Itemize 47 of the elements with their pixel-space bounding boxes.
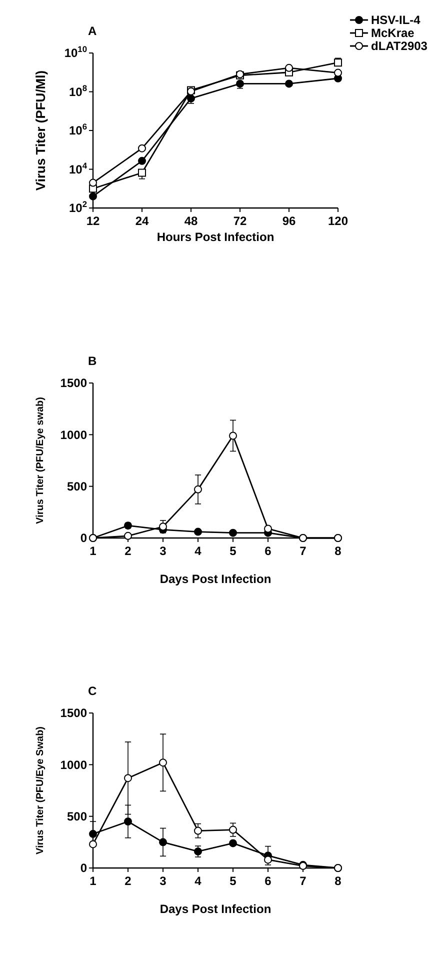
x-tick-label: 6 bbox=[264, 544, 272, 558]
x-tick-label: 5 bbox=[230, 544, 237, 558]
x-tick-label: 6 bbox=[264, 874, 272, 888]
x-tick-label: 96 bbox=[282, 214, 296, 228]
x-tick-label: 2 bbox=[124, 544, 132, 558]
y-tick-label: 500 bbox=[66, 480, 88, 494]
x-tick-label: 8 bbox=[334, 544, 342, 558]
y-tick-label: 10$^{8}$ bbox=[68, 82, 88, 99]
y-tick-label: 1000 bbox=[60, 758, 88, 772]
y-tick-label: 1000 bbox=[60, 428, 88, 442]
x-tick-label: 72 bbox=[233, 214, 247, 228]
y-tick-label: 1500 bbox=[60, 376, 88, 390]
x-axis-title: Days Post Infection bbox=[160, 572, 272, 586]
y-tick-label: 0 bbox=[80, 861, 88, 876]
chart-title: A bbox=[88, 24, 97, 38]
x-tick-label: 3 bbox=[160, 544, 167, 558]
legend-label: McKrae bbox=[371, 26, 415, 40]
x-tick-label: 2 bbox=[124, 874, 132, 888]
legend-label: HSV-IL-4 bbox=[371, 13, 421, 28]
x-tick-label: 8 bbox=[334, 874, 342, 888]
x-tick-label: 7 bbox=[300, 544, 307, 558]
x-axis-title: Hours Post Infection bbox=[156, 230, 274, 244]
x-tick-label: 7 bbox=[300, 874, 307, 888]
x-tick-label: 1 bbox=[90, 544, 97, 558]
x-tick-label: 48 bbox=[184, 214, 198, 228]
x-tick-label: 4 bbox=[194, 874, 202, 888]
x-tick-label: 4 bbox=[194, 544, 202, 558]
y-tick-label: 10$^{4}$ bbox=[68, 160, 88, 176]
y-tick-label: 10$^{6}$ bbox=[68, 122, 88, 138]
x-axis-title: Days Post Infection bbox=[160, 902, 272, 916]
x-tick-label: 3 bbox=[160, 874, 167, 888]
x-tick-label: 1 bbox=[90, 874, 97, 888]
chart-title: B bbox=[88, 354, 97, 368]
y-tick-label: 1500 bbox=[60, 706, 88, 720]
y-axis-title: Virus Titer (PFU/Eye swab) bbox=[35, 397, 46, 524]
y-tick-label: 0 bbox=[80, 531, 88, 546]
chart-title: C bbox=[88, 684, 97, 698]
y-tick-label: 10$^{10}$ bbox=[64, 44, 88, 60]
y-tick-label: 500 bbox=[66, 810, 88, 824]
x-tick-label: 5 bbox=[230, 874, 237, 888]
x-tick-label: 120 bbox=[328, 214, 348, 228]
y-axis-title: Virus Titer (PFU/Ml) bbox=[33, 70, 48, 191]
y-axis-title: Virus Titer (PFU/Eye Swab) bbox=[35, 726, 46, 855]
y-tick-label: 10$^{2}$ bbox=[68, 199, 88, 216]
x-tick-label: 12 bbox=[86, 214, 100, 228]
legend-label: dLAT2903 bbox=[371, 39, 428, 54]
x-tick-label: 24 bbox=[135, 214, 149, 228]
